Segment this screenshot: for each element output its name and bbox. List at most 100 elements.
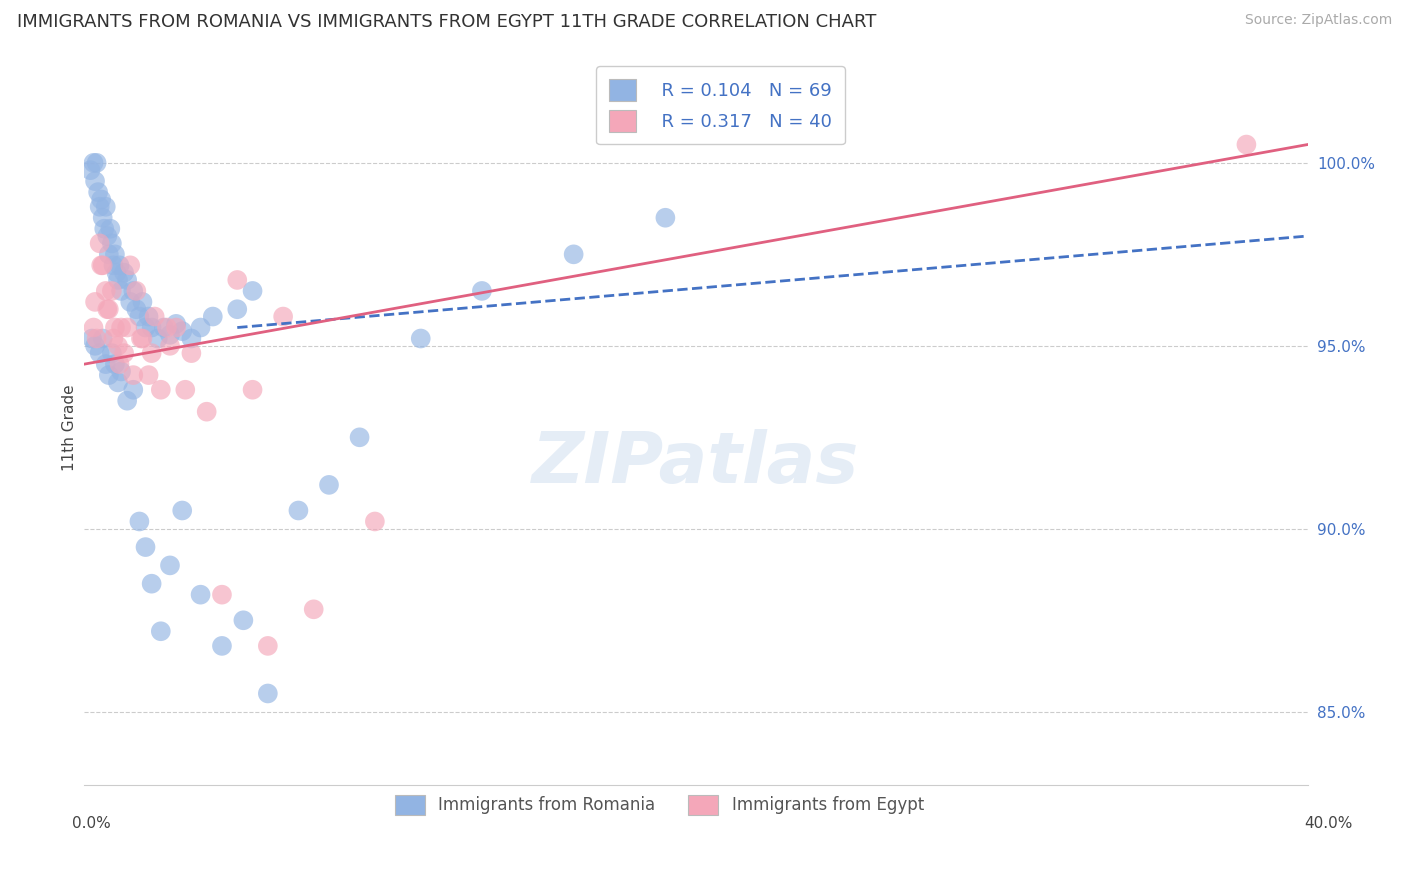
Text: 40.0%: 40.0%: [1305, 816, 1353, 831]
Point: [211, 588, 233, 602]
Point: [122, 368, 145, 383]
Point: [211, 639, 233, 653]
Point: [135, 320, 157, 334]
Point: [112, 346, 135, 360]
Point: [97, 368, 120, 383]
Point: [190, 320, 212, 334]
Point: [83, 156, 105, 170]
Point: [91, 258, 114, 272]
Point: [138, 368, 160, 383]
Point: [84, 294, 107, 309]
Point: [96, 229, 118, 244]
Point: [232, 613, 254, 627]
Point: [271, 310, 294, 324]
Point: [115, 393, 138, 408]
Point: [115, 320, 138, 334]
Point: [104, 357, 127, 371]
Point: [159, 327, 181, 342]
Point: [226, 273, 249, 287]
Point: [165, 320, 187, 334]
Point: [125, 302, 148, 317]
Point: [149, 383, 172, 397]
Point: [128, 515, 150, 529]
Point: [107, 339, 129, 353]
Point: [122, 284, 145, 298]
Point: [122, 383, 145, 397]
Point: [115, 273, 138, 287]
Point: [79, 163, 101, 178]
Point: [80, 331, 103, 345]
Point: [101, 284, 124, 298]
Point: [97, 247, 120, 261]
Point: [156, 320, 179, 334]
Point: [174, 383, 197, 397]
Point: [83, 320, 105, 334]
Point: [84, 174, 107, 188]
Point: [110, 320, 132, 334]
Point: [84, 339, 107, 353]
Point: [146, 331, 169, 345]
Point: [93, 221, 115, 235]
Point: [165, 317, 187, 331]
Point: [108, 258, 131, 272]
Point: [86, 156, 108, 170]
Point: [257, 686, 280, 700]
Point: [195, 405, 218, 419]
Point: [190, 588, 212, 602]
Point: [104, 320, 127, 334]
Point: [103, 258, 125, 272]
Y-axis label: 11th Grade: 11th Grade: [62, 384, 77, 472]
Point: [180, 331, 202, 345]
Point: [172, 324, 194, 338]
Text: 0.0%: 0.0%: [72, 816, 111, 831]
Point: [318, 478, 340, 492]
Point: [98, 221, 121, 235]
Point: [172, 503, 194, 517]
Point: [409, 331, 432, 345]
Point: [131, 331, 153, 345]
Point: [97, 302, 120, 317]
Point: [90, 258, 112, 272]
Legend: Immigrants from Romania, Immigrants from Egypt: Immigrants from Romania, Immigrants from…: [382, 783, 935, 827]
Point: [131, 294, 153, 309]
Point: [242, 383, 264, 397]
Point: [101, 346, 124, 360]
Point: [90, 193, 112, 207]
Point: [91, 331, 114, 345]
Point: [471, 284, 494, 298]
Point: [226, 302, 249, 317]
Point: [96, 302, 118, 317]
Point: [135, 540, 157, 554]
Point: [125, 284, 148, 298]
Point: [129, 331, 152, 345]
Point: [86, 331, 108, 345]
Point: [141, 576, 163, 591]
Point: [153, 320, 176, 334]
Point: [654, 211, 676, 225]
Point: [89, 200, 111, 214]
Point: [110, 284, 132, 298]
Point: [107, 376, 129, 390]
Point: [302, 602, 325, 616]
Point: [87, 185, 110, 199]
Point: [120, 258, 142, 272]
Point: [242, 284, 264, 298]
Point: [141, 320, 163, 334]
Text: Source: ZipAtlas.com: Source: ZipAtlas.com: [1244, 13, 1392, 28]
Point: [180, 346, 202, 360]
Point: [94, 200, 117, 214]
Point: [287, 503, 309, 517]
Text: ZIPatlas: ZIPatlas: [533, 429, 859, 499]
Point: [103, 331, 125, 345]
Point: [349, 430, 371, 444]
Point: [105, 266, 128, 280]
Point: [128, 310, 150, 324]
Point: [138, 310, 160, 324]
Point: [159, 339, 181, 353]
Point: [149, 624, 172, 639]
Point: [89, 236, 111, 251]
Point: [101, 236, 124, 251]
Point: [104, 247, 127, 261]
Text: IMMIGRANTS FROM ROMANIA VS IMMIGRANTS FROM EGYPT 11TH GRADE CORRELATION CHART: IMMIGRANTS FROM ROMANIA VS IMMIGRANTS FR…: [17, 13, 876, 31]
Point: [94, 284, 117, 298]
